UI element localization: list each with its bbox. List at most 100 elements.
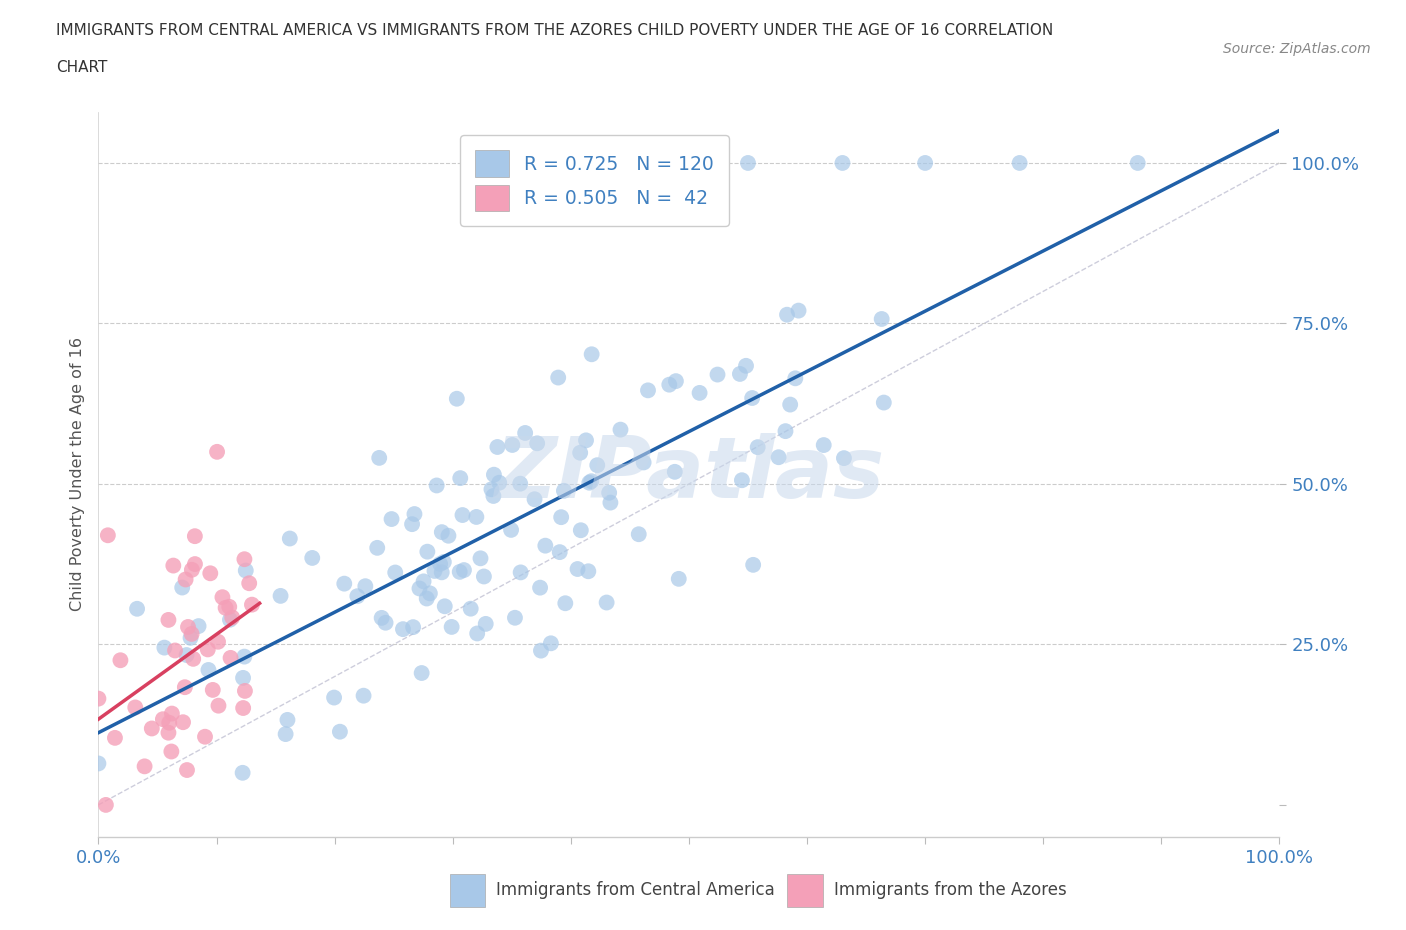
Point [218, 599, 240, 614]
Text: Immigrants from the Azores: Immigrants from the Azores [834, 882, 1067, 899]
Point [176, 763, 198, 777]
Point [446, 392, 468, 406]
Point [595, 595, 617, 610]
Point [423, 564, 446, 578]
Point [832, 451, 855, 466]
Point [160, 744, 183, 759]
Point [689, 385, 711, 400]
Point [232, 765, 254, 780]
Point [172, 715, 194, 730]
Point [104, 730, 127, 745]
Point [482, 467, 505, 482]
Point [569, 445, 592, 460]
Point [270, 589, 292, 604]
Point [232, 700, 254, 715]
Point [482, 488, 505, 503]
Point [219, 612, 242, 627]
Point [433, 554, 456, 569]
Point [460, 601, 482, 616]
Point [180, 627, 202, 642]
Point [530, 644, 553, 658]
Point [870, 312, 893, 326]
Point [402, 619, 425, 634]
Point [499, 523, 522, 538]
Point [465, 626, 488, 641]
Point [134, 759, 156, 774]
Point [411, 666, 433, 681]
Point [110, 653, 132, 668]
Point [737, 155, 759, 170]
Point [238, 576, 260, 591]
Point [184, 557, 207, 572]
Point [637, 383, 659, 398]
Point [211, 590, 233, 604]
Point [474, 617, 496, 631]
Text: ZIPatlas: ZIPatlas [494, 432, 884, 516]
Point [165, 643, 187, 658]
Point [627, 526, 650, 541]
Point [534, 538, 557, 553]
Point [197, 642, 219, 657]
Point [301, 551, 323, 565]
Point [453, 563, 475, 578]
Point [437, 528, 460, 543]
Point [1008, 155, 1031, 170]
Point [472, 569, 495, 584]
Point [665, 374, 688, 389]
Point [787, 303, 810, 318]
Point [412, 574, 434, 589]
Point [449, 471, 471, 485]
Point [440, 619, 463, 634]
Point [873, 395, 896, 410]
Point [547, 370, 569, 385]
Text: Immigrants from Central America: Immigrants from Central America [496, 882, 775, 899]
Point [141, 721, 163, 736]
Point [813, 438, 835, 453]
Point [276, 712, 298, 727]
Point [353, 688, 375, 703]
Point [401, 517, 423, 532]
Point [201, 683, 224, 698]
Point [731, 472, 754, 487]
Point [633, 455, 655, 470]
Point [408, 581, 430, 596]
Point [197, 662, 219, 677]
Point [433, 599, 456, 614]
Point [550, 510, 572, 525]
Point [578, 475, 600, 490]
Y-axis label: Child Poverty Under the Age of 16: Child Poverty Under the Age of 16 [69, 338, 84, 611]
Point [523, 492, 546, 507]
Point [609, 422, 631, 437]
Point [449, 565, 471, 579]
Point [599, 495, 621, 510]
Point [94, 797, 117, 812]
Point [501, 437, 523, 452]
Point [153, 640, 176, 655]
Point [430, 525, 453, 539]
Point [747, 440, 769, 455]
Point [162, 558, 184, 573]
Point [668, 571, 690, 586]
Point [785, 371, 807, 386]
Point [735, 358, 758, 373]
Point [346, 589, 368, 604]
Point [233, 551, 256, 566]
Point [180, 563, 202, 578]
Point [481, 482, 503, 497]
Point [157, 725, 180, 740]
Point [664, 464, 686, 479]
Point [598, 485, 620, 500]
Point [370, 610, 392, 625]
Point [368, 450, 391, 465]
Point [741, 391, 763, 405]
Point [404, 507, 426, 522]
Point [200, 565, 222, 580]
Point [488, 475, 510, 490]
Point [87, 691, 110, 706]
Point [831, 155, 853, 170]
Point [329, 724, 352, 739]
Point [569, 523, 592, 538]
Point [233, 684, 256, 698]
Point [97, 528, 120, 543]
Point [176, 647, 198, 662]
